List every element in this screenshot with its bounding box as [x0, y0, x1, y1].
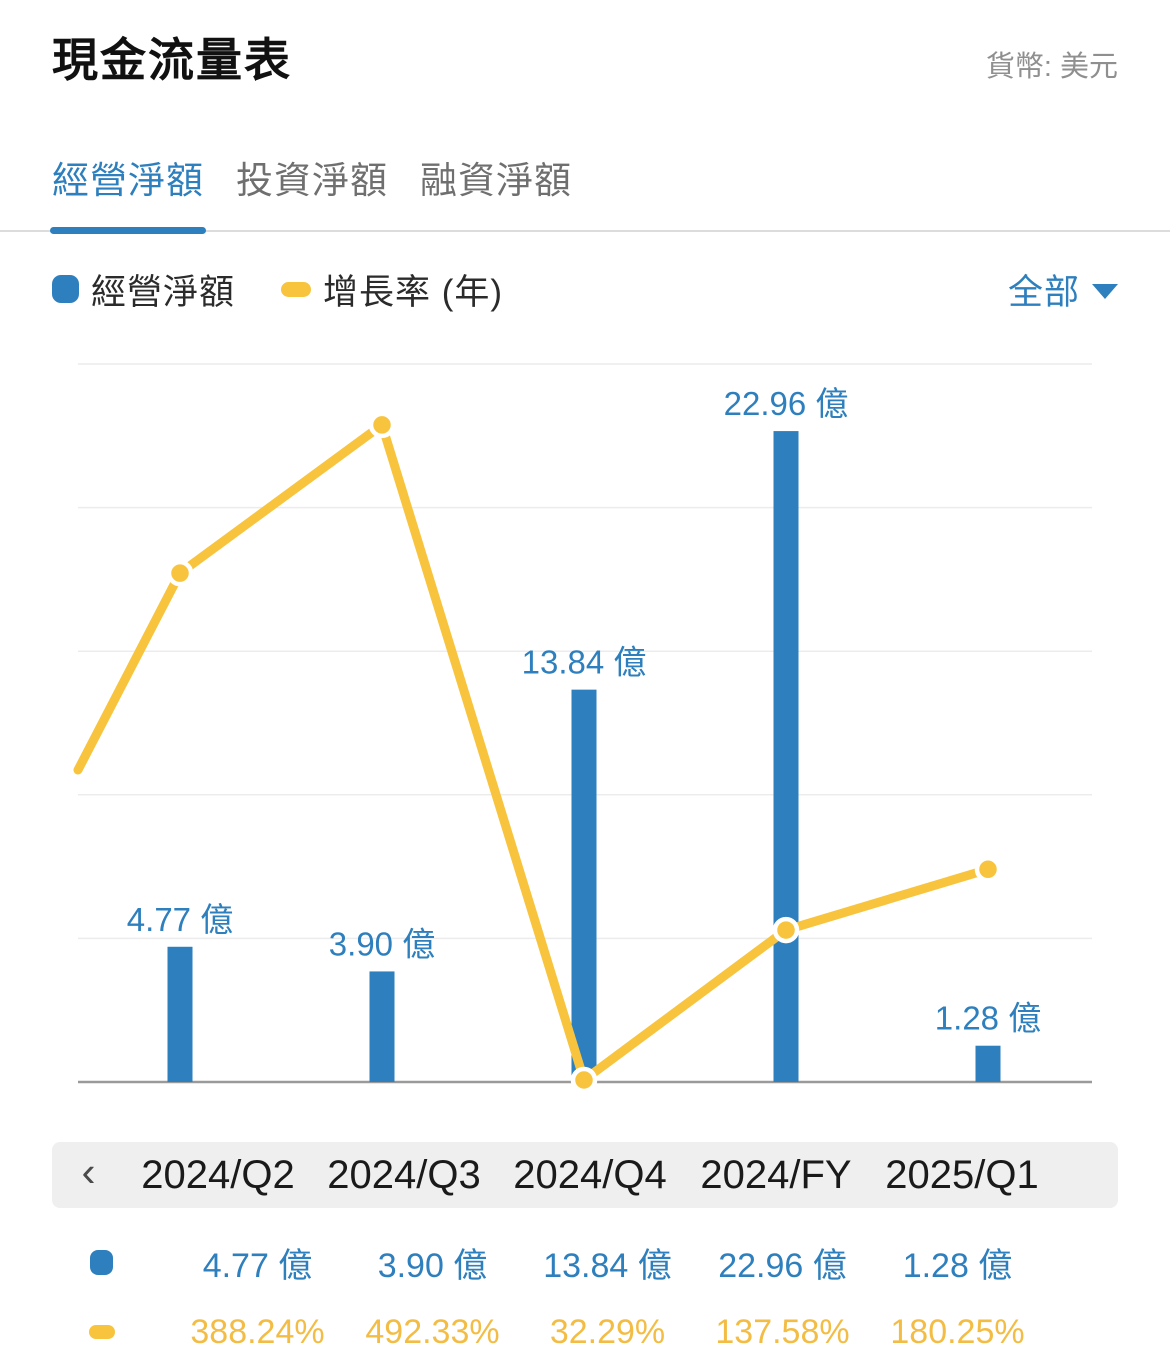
- page-title: 現金流量表: [52, 34, 292, 86]
- period-label-2: 2024/Q3: [327, 1152, 481, 1197]
- tab-bar: 經營淨額 投資淨額 融資淨額: [0, 150, 1170, 234]
- growth-value-1: 388.24%: [190, 1312, 325, 1351]
- chevron-left-icon[interactable]: ‹: [81, 1148, 96, 1195]
- operating-value-2: 3.90 億: [377, 1246, 488, 1285]
- period-label-5: 2025/Q1: [885, 1152, 1039, 1197]
- growth-line: [73, 420, 993, 1085]
- period-label-1: 2024/Q2: [141, 1152, 295, 1197]
- line-swatch-icon: [89, 1325, 115, 1339]
- growth-value-5: 180.25%: [890, 1312, 1025, 1351]
- table-row-growth: 388.24% 492.33% 32.29% 137.58% 180.25%: [52, 1306, 1118, 1358]
- line-marker-2024/Q3: [368, 411, 396, 439]
- growth-swatch-icon: [281, 281, 312, 297]
- operating-swatch-icon: [52, 275, 79, 303]
- chevron-down-icon: [1092, 283, 1118, 299]
- bar-2024/Q3: [369, 971, 395, 1082]
- tab-investing-net[interactable]: 投資淨額: [236, 150, 388, 230]
- legend-item-growth[interactable]: 增長率 (年): [281, 264, 503, 315]
- operating-value-3: 13.84 億: [543, 1246, 672, 1285]
- header: 現金流量表 貨幣: 美元: [0, 0, 1170, 90]
- bar-swatch-icon: [90, 1249, 113, 1275]
- growth-value-3: 32.29%: [549, 1312, 666, 1351]
- legend-row: 經營淨額 增長率 (年) 全部: [52, 268, 1118, 312]
- growth-value-4: 137.58%: [715, 1312, 850, 1351]
- growth-value-2: 492.33%: [365, 1312, 500, 1351]
- operating-value-1: 4.77 億: [202, 1246, 313, 1285]
- line-marker-2024/FY: [772, 916, 800, 944]
- tab-operating-net-label: 經營淨額: [52, 160, 204, 201]
- bar-label-2024/Q2: 4.77 億: [127, 901, 233, 938]
- tab-operating-net[interactable]: 經營淨額: [50, 150, 206, 234]
- bar-2025/Q1: [975, 1045, 1001, 1082]
- operating-value-5: 1.28 億: [902, 1246, 1013, 1285]
- active-tab-underline: [50, 227, 206, 234]
- period-label-4: 2024/FY: [700, 1152, 852, 1197]
- bar-2024/Q2: [167, 946, 193, 1082]
- tab-investing-net-label: 投資淨額: [236, 160, 388, 201]
- bar-label-2024/FY: 22.96 億: [724, 385, 849, 422]
- tab-financing-net-label: 融資淨額: [420, 160, 572, 201]
- legend-growth-label: 增長率 (年): [323, 272, 504, 312]
- bar-label-2024/Q4: 13.84 億: [522, 644, 647, 681]
- range-filter-dropdown[interactable]: 全部: [1008, 264, 1118, 315]
- period-selector[interactable]: ‹ 2024/Q2 2024/Q3 2024/Q4 2024/FY 2025/Q…: [52, 1142, 1118, 1208]
- line-marker-2024/Q2: [166, 559, 194, 587]
- legend-item-operating[interactable]: 經營淨額: [52, 264, 235, 315]
- table-row-operating: 4.77 億 3.90 億 13.84 億 22.96 億 1.28 億: [52, 1236, 1118, 1288]
- bar-2024/FY: [773, 431, 799, 1082]
- legend-operating-label: 經營淨額: [91, 272, 236, 312]
- period-label-3: 2024/Q4: [513, 1152, 667, 1197]
- bar-label-2025/Q1: 1.28 億: [935, 1000, 1041, 1037]
- bar-label-2024/Q3: 3.90 億: [329, 925, 435, 962]
- cashflow-chart: 4.77 億 3.90 億 13.84 億 22.96 億 1.28 億: [73, 363, 1092, 1094]
- bar-2024/Q4: [571, 689, 597, 1082]
- operating-value-4: 22.96 億: [718, 1246, 847, 1285]
- range-filter-label: 全部: [1007, 272, 1080, 312]
- line-marker-2025/Q1: [974, 856, 1002, 883]
- line-marker-2024/Q4: [570, 1066, 598, 1094]
- tab-financing-net[interactable]: 融資淨額: [420, 150, 572, 230]
- currency-label: 貨幣: 美元: [985, 51, 1118, 83]
